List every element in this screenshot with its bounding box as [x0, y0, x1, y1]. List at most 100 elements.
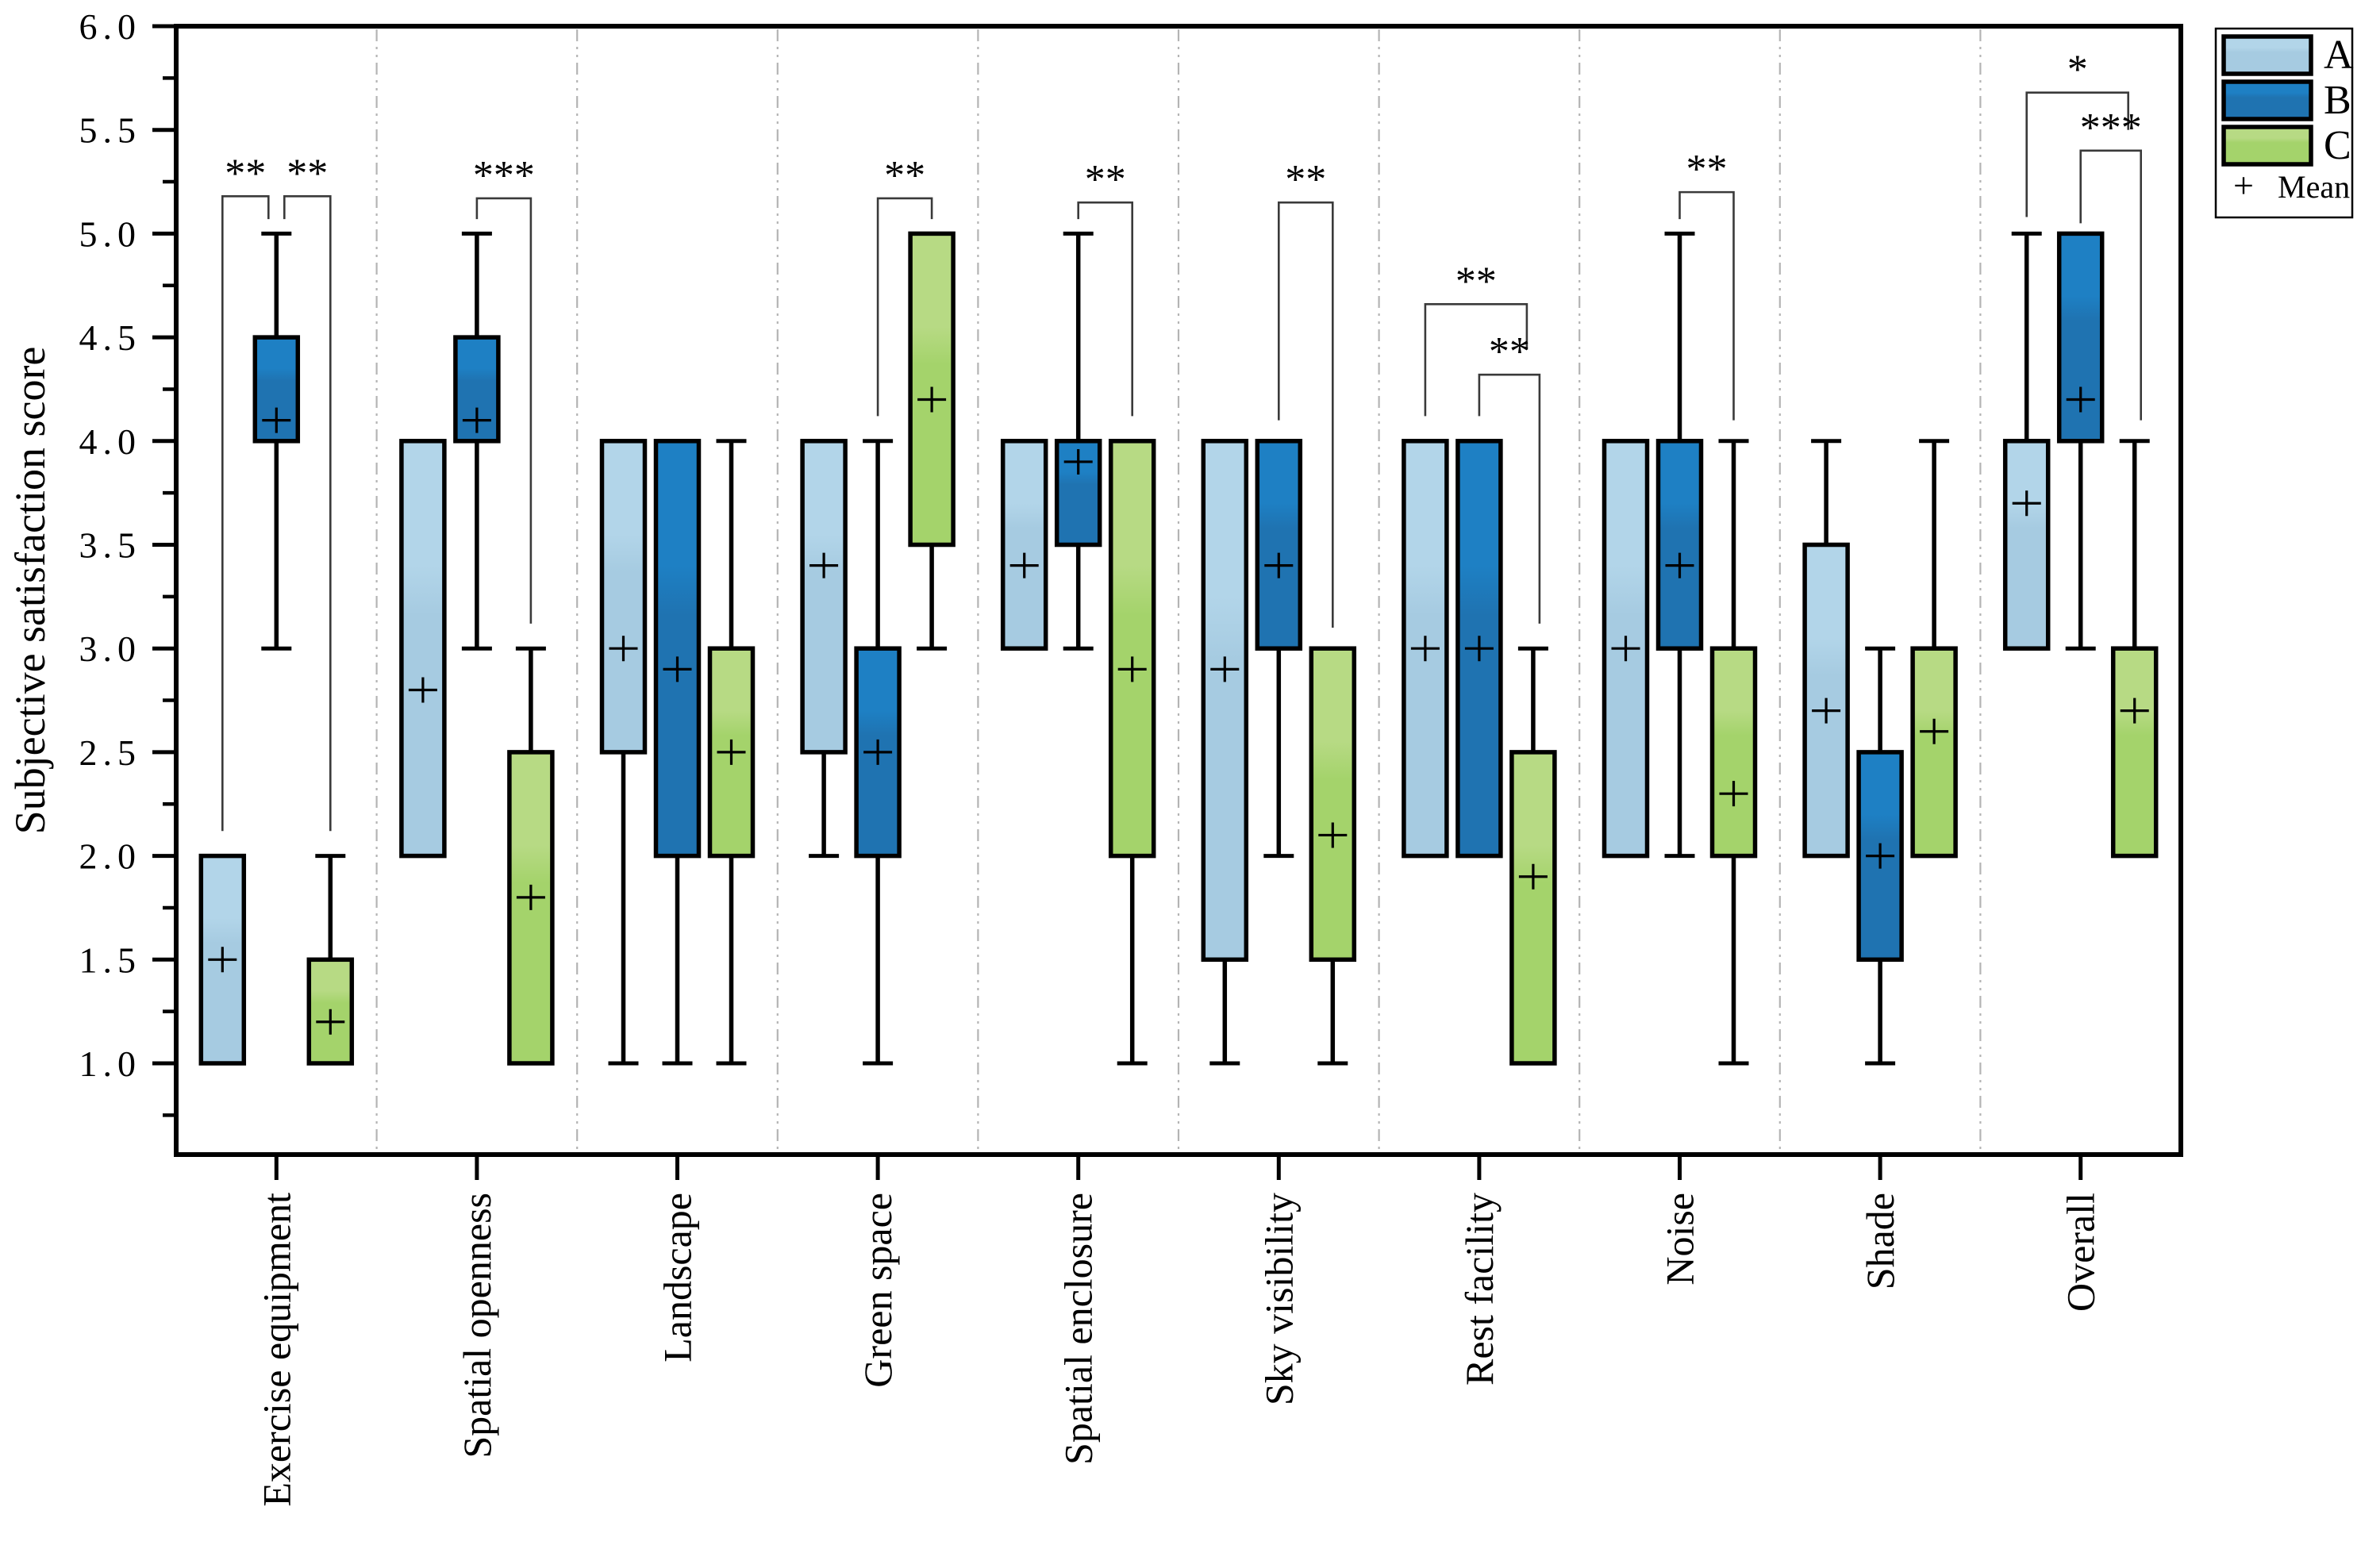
box-group-C-4 — [1108, 439, 1156, 1066]
legend-swatch-B — [2221, 79, 2313, 121]
box-group-B-1 — [453, 231, 501, 651]
legend-label-C: C — [2324, 123, 2351, 168]
box-A-Landscape — [599, 439, 648, 755]
box-C-Noise — [1709, 646, 1758, 859]
legend-label-B: B — [2324, 78, 2351, 123]
box-group-A-6 — [1402, 439, 1449, 859]
significance-label: * — [2067, 48, 2088, 93]
mean-marker — [2066, 386, 2095, 413]
mean-marker — [1117, 656, 1147, 682]
box-C-Shade — [1910, 646, 1958, 859]
mean-marker — [1719, 781, 1748, 807]
mean-marker — [1665, 552, 1694, 578]
mean-marker — [1866, 843, 1895, 869]
x-category-label: Spatial openness — [455, 1193, 499, 1458]
mean-marker — [2120, 698, 2149, 724]
box-group-C-7 — [1709, 439, 1758, 1066]
box-group-A-1 — [399, 439, 447, 859]
x-category-label: Green space — [856, 1193, 900, 1388]
significance-bracket — [2025, 91, 2129, 217]
box-B-Noise — [1655, 439, 1704, 651]
box-C-Spatial enclosure — [1108, 439, 1156, 859]
y-tick-label: 4.0 — [79, 421, 142, 462]
x-category-label: Overall — [2059, 1193, 2103, 1312]
box-group-C-2 — [707, 439, 756, 1066]
mean-marker — [1518, 863, 1548, 890]
significance-bracket — [1424, 302, 1528, 417]
mean-marker — [2012, 490, 2041, 517]
box-B-Sky visibility — [1255, 439, 1303, 651]
mean-marker — [462, 407, 491, 433]
box-group-B-7 — [1655, 231, 1704, 859]
y-tick-label: 1.0 — [79, 1043, 142, 1084]
mean-marker — [1410, 636, 1440, 662]
significance-bracket — [2079, 149, 2142, 421]
box-group-A-9 — [2002, 231, 2051, 651]
box-A-Sky visibility — [1201, 439, 1249, 963]
box-C-Overall — [2110, 646, 2159, 859]
box-A-Spatial openness — [399, 439, 447, 859]
box-group-B-4 — [1054, 231, 1102, 651]
x-category-label: Exercise equipment — [254, 1193, 298, 1507]
significance-label: *** — [473, 153, 535, 198]
mean-marker — [408, 677, 437, 703]
y-tick-label: 1.5 — [79, 940, 142, 980]
mean-marker — [1920, 718, 1949, 744]
significance-label: ** — [1285, 157, 1326, 202]
y-tick-label: 2.5 — [79, 732, 142, 773]
x-category-label: Rest facility — [1457, 1193, 1502, 1385]
mean-marker — [863, 739, 893, 765]
x-category-label: Spatial enclosure — [1056, 1193, 1101, 1465]
mean-marker — [917, 386, 947, 413]
box-A-Overall — [2002, 439, 2051, 651]
y-tick-label: 3.0 — [79, 628, 142, 669]
box-A-Green space — [800, 439, 848, 755]
mean-marker — [717, 739, 746, 765]
significance-bracket — [1478, 373, 1541, 624]
box-group-C-1 — [507, 646, 555, 1066]
y-tick-label: 3.5 — [79, 525, 142, 566]
box-group-C-5 — [1309, 646, 1357, 1066]
significance-label: ** — [1455, 259, 1497, 304]
y-tick-label: 5.5 — [79, 110, 142, 151]
x-category-label: Sky visibility — [1256, 1193, 1301, 1405]
box-group-B-0 — [252, 231, 301, 651]
box-group-C-6 — [1509, 646, 1557, 1066]
significance-label: ** — [1085, 157, 1126, 202]
mean-marker — [316, 1009, 345, 1035]
box-group-C-0 — [306, 854, 355, 1066]
mean-marker — [1264, 552, 1294, 578]
box-group-C-3 — [908, 231, 956, 651]
mean-marker — [1812, 698, 1841, 724]
mean-marker — [609, 636, 638, 662]
x-category-label: Noise — [1658, 1193, 1702, 1286]
legend-mean-label: Mean — [2278, 169, 2350, 205]
box-group-C-8 — [1910, 439, 1958, 859]
significance-label: ** — [1489, 329, 1530, 375]
mean-marker — [1611, 636, 1640, 662]
significance-label: *** — [2080, 106, 2142, 151]
box-C-Sky visibility — [1309, 646, 1357, 963]
mean-marker — [516, 884, 545, 910]
box-group-A-0 — [198, 853, 247, 1066]
box-group-B-5 — [1255, 439, 1303, 859]
box-group-C-9 — [2110, 439, 2159, 859]
box-group-A-7 — [1602, 439, 1650, 859]
legend-label-A: A — [2324, 33, 2354, 78]
plot-frame — [174, 24, 2183, 1157]
box-group-A-8 — [1802, 439, 1850, 859]
box-group-B-2 — [653, 439, 702, 1066]
mean-marker — [1009, 552, 1039, 578]
y-tick-label: 2.0 — [79, 836, 142, 877]
x-category-label: Shade — [1858, 1193, 1902, 1289]
box-group-B-8 — [1856, 646, 1904, 1066]
box-group-B-6 — [1455, 439, 1503, 859]
box-group-B-3 — [854, 439, 902, 1066]
significance-label: ** — [225, 151, 266, 196]
significance-bracket — [876, 197, 933, 417]
mean-marker — [1464, 636, 1494, 662]
mean-marker — [1063, 448, 1093, 475]
significance-bracket — [1077, 201, 1133, 417]
y-tick-label: 4.5 — [79, 317, 142, 358]
